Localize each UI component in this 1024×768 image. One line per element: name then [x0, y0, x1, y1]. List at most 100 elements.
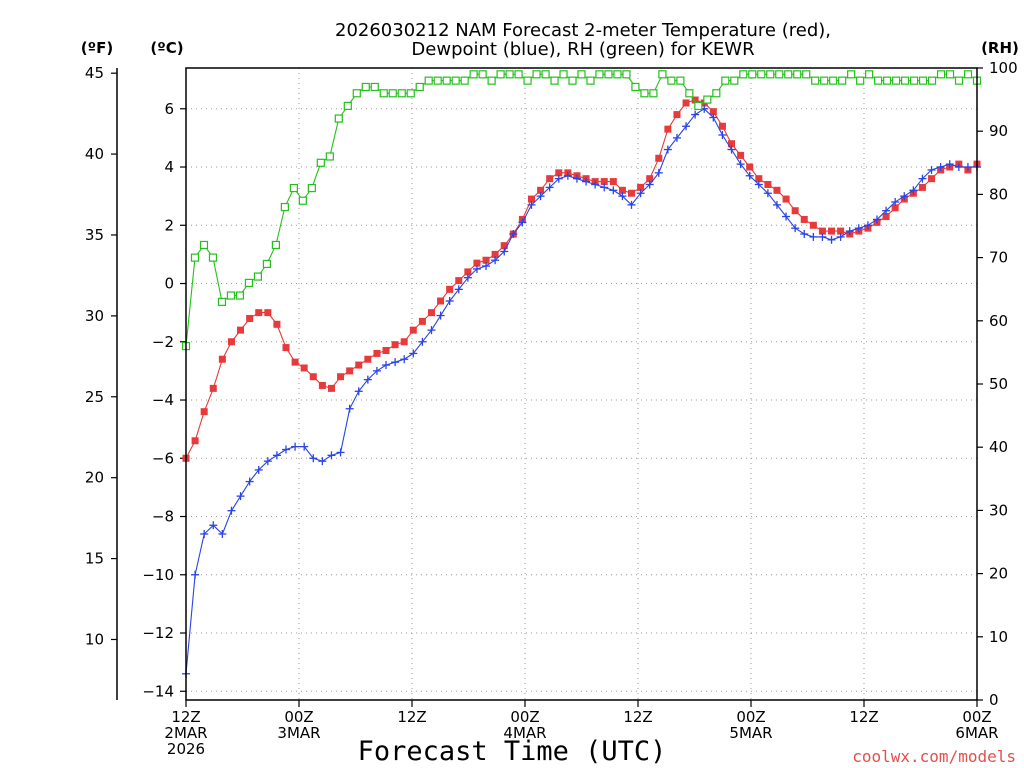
rh-point	[487, 76, 496, 85]
grid-lines	[186, 68, 977, 700]
temperature-point	[837, 227, 845, 235]
dewpoint-point	[291, 442, 300, 451]
temperature-point	[728, 140, 736, 148]
rh-point	[352, 89, 361, 98]
rh-tick-label: 60	[989, 312, 1008, 330]
rh-point	[379, 89, 388, 98]
temperature-point	[537, 186, 545, 194]
time-tick-label: 12Z	[849, 708, 878, 726]
rh-line	[185, 73, 978, 347]
dewpoint-point	[836, 232, 845, 241]
rh-point	[622, 70, 631, 79]
temperature-point	[791, 207, 799, 215]
rh-point	[397, 89, 406, 98]
dewpoint-point	[300, 442, 309, 451]
temperature-point	[782, 195, 790, 203]
temperature-point	[191, 437, 199, 445]
temperature-point	[809, 221, 817, 229]
temperature-point	[609, 178, 617, 186]
rh-point	[451, 76, 460, 85]
temperature-point	[737, 151, 745, 159]
rh-point	[712, 89, 721, 98]
dewpoint-point	[872, 215, 881, 224]
dewpoint-point	[400, 355, 409, 364]
dewpoint-point	[445, 296, 454, 305]
rh-point	[811, 76, 820, 85]
dewpoint-point	[754, 180, 763, 189]
time-tick-label: 12Z	[623, 708, 652, 726]
rh-point	[802, 70, 811, 79]
rh-point	[945, 70, 955, 79]
dewpoint-point	[682, 122, 691, 131]
rh-point	[775, 70, 784, 79]
rh-point	[541, 70, 550, 79]
rh-point	[577, 70, 586, 79]
dewpoint-point	[791, 224, 800, 233]
rh-point	[883, 76, 892, 85]
time-tick-label: 6MAR	[955, 724, 998, 742]
rh-point	[936, 70, 946, 79]
temperature-point	[227, 338, 235, 346]
rh-point	[757, 70, 766, 79]
rh-point	[505, 70, 514, 79]
dewpoint-point	[218, 529, 227, 538]
rh-point	[748, 70, 757, 79]
celsius-tick-label: −10	[142, 566, 174, 584]
rh-point	[271, 240, 280, 250]
dewpoint-point	[609, 186, 618, 195]
rh-point	[721, 76, 730, 85]
rh-point	[892, 76, 901, 85]
temperature-point	[682, 99, 690, 107]
chart-subtitle: Dewpoint (blue), RH (green) for KEWR	[411, 39, 754, 60]
celsius-tick-label: 0	[164, 275, 174, 293]
rh-point	[298, 196, 307, 205]
celsius-tick-label: −2	[152, 333, 174, 351]
temperature-point	[646, 175, 654, 183]
temperature-point	[491, 250, 499, 258]
temperature-point	[446, 285, 454, 293]
temperature-point	[246, 314, 254, 322]
temperature-point	[218, 355, 226, 363]
rh-point	[829, 76, 838, 85]
temperature-point	[828, 227, 836, 235]
dewpoint-point	[745, 171, 754, 180]
series-temperature	[182, 96, 981, 462]
temperature-point	[400, 338, 408, 346]
celsius-tick-label: −12	[142, 624, 174, 642]
rh-point	[874, 76, 883, 85]
dewpoint-point	[645, 180, 654, 189]
dewpoint-point	[272, 451, 281, 460]
rh-point	[415, 82, 424, 92]
rh-point	[523, 76, 532, 85]
dewpoint-point	[672, 133, 681, 142]
rh-point	[865, 70, 874, 79]
temperature-point	[327, 384, 335, 392]
rh-point	[217, 297, 227, 306]
rh-point	[424, 76, 433, 85]
temperature-point	[418, 317, 426, 325]
rh-point	[793, 70, 802, 79]
dewpoint-point	[636, 189, 645, 198]
temperature-point	[209, 384, 217, 392]
temperature-point	[464, 268, 472, 276]
temperature-point	[355, 361, 363, 369]
time-tick-label: 00Z	[510, 708, 539, 726]
dewpoint-point	[800, 230, 809, 239]
temperature-line	[185, 99, 978, 459]
dewpoint-point	[818, 232, 827, 241]
rh-point	[820, 76, 829, 85]
rh-tick-label: 10	[989, 628, 1008, 646]
dewpoint-point	[200, 529, 209, 538]
fahrenheit-axis-ticks: 10 15 20 25 30 35 40 45	[85, 64, 117, 648]
celsius-tick-label: −6	[152, 449, 174, 467]
dewpoint-point	[491, 256, 500, 265]
rh-point	[253, 272, 263, 281]
dewpoint-point	[654, 168, 663, 177]
rh-point	[514, 70, 523, 79]
rh-point	[496, 70, 505, 79]
dewpoint-point	[854, 224, 863, 233]
time-tick-label: 3MAR	[277, 724, 320, 742]
dewpoint-point	[209, 521, 218, 530]
temperature-point	[309, 373, 317, 381]
dewpoint-point	[572, 174, 581, 183]
